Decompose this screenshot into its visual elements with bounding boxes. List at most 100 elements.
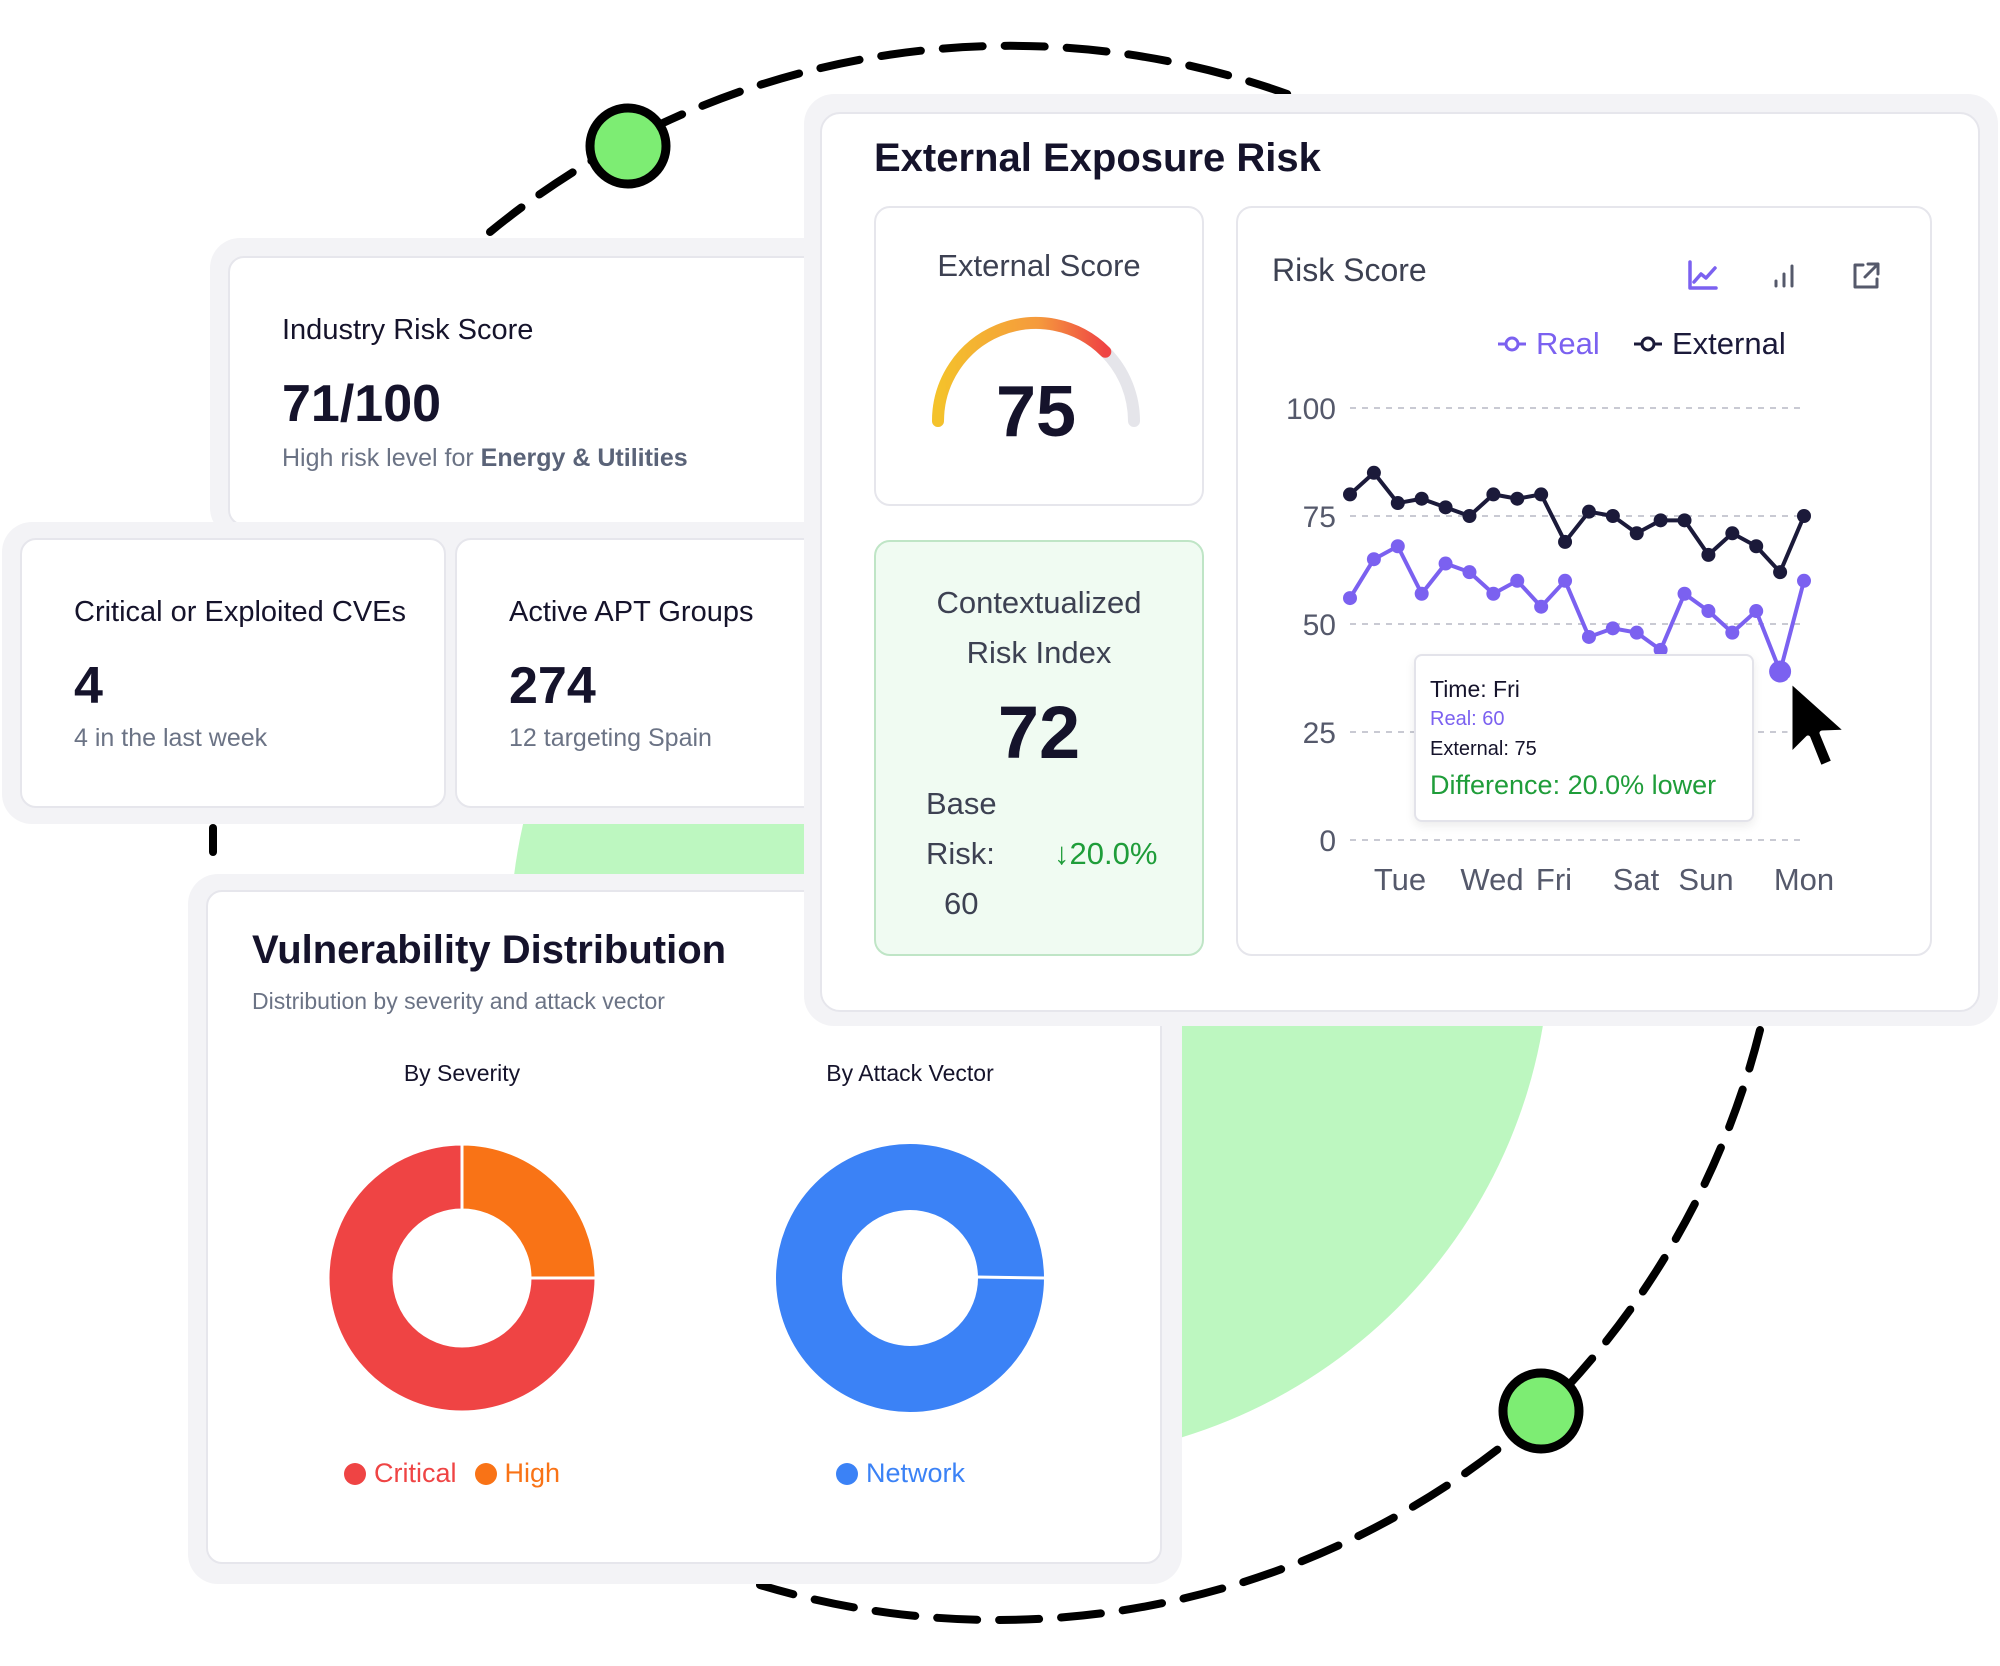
- series-line-real[interactable]: [1348, 544, 1806, 674]
- data-point-real[interactable]: [1769, 660, 1792, 683]
- network-dot-icon: [836, 1462, 858, 1485]
- data-point-external[interactable]: [1773, 565, 1788, 580]
- data-point-external[interactable]: [1725, 526, 1740, 541]
- bar-chart-icon[interactable]: [1764, 256, 1804, 296]
- data-point-external[interactable]: [1797, 509, 1811, 523]
- severity-donut[interactable]: [312, 1128, 612, 1428]
- dashed-orbit-bottom: [756, 1406, 1549, 1624]
- contextualized-risk-card: Contextualized Risk Index 72 Base Risk: …: [874, 540, 1204, 956]
- high-dot-icon: [474, 1462, 497, 1485]
- data-point-external[interactable]: [1558, 534, 1573, 549]
- severity-slice-critical[interactable]: [326, 1142, 598, 1414]
- x-tick-label: Fri: [1536, 862, 1572, 897]
- data-point-real[interactable]: [1343, 591, 1357, 606]
- external-score-label: External Score: [937, 248, 1141, 283]
- risk-score-line-chart[interactable]: Real External 100 75 50 25 0 Tue Wed Fri Sat Sun M…: [1238, 208, 1934, 958]
- industry-risk-value: 71/100: [282, 375, 442, 433]
- severity-slice-high[interactable]: [460, 1142, 598, 1280]
- data-point-real[interactable]: [1725, 625, 1740, 640]
- industry-risk-subtitle: High risk level for Energy & Utilities: [282, 444, 688, 473]
- data-point-external[interactable]: [1366, 465, 1381, 480]
- data-point-external[interactable]: [1581, 504, 1596, 519]
- severity-legend: Critical High: [344, 1458, 560, 1489]
- cri-label-line-1: Contextualized: [936, 585, 1142, 620]
- cri-value: 72: [997, 691, 1081, 774]
- data-point-real[interactable]: [1701, 604, 1716, 619]
- legend-high[interactable]: High: [474, 1458, 560, 1489]
- data-point-external[interactable]: [1414, 491, 1429, 506]
- data-point-external[interactable]: [1438, 500, 1453, 515]
- data-point-external[interactable]: [1462, 509, 1477, 523]
- x-tick-label: Wed: [1460, 862, 1523, 897]
- data-point-real[interactable]: [1629, 625, 1644, 640]
- data-point-external[interactable]: [1390, 496, 1405, 511]
- external-score-gauge: 75: [932, 317, 1140, 452]
- data-point-real[interactable]: [1462, 565, 1477, 580]
- data-point-real[interactable]: [1438, 556, 1453, 571]
- external-link-icon[interactable]: [1846, 256, 1886, 296]
- tooltip-time: Time: Fri: [1430, 676, 1520, 702]
- data-point-real[interactable]: [1534, 599, 1549, 614]
- risk-word: Risk:: [926, 836, 995, 871]
- industry-risk-sub-prefix: High risk level for: [282, 444, 481, 472]
- legend-network[interactable]: Network: [836, 1458, 965, 1489]
- vulnerability-subtitle: Distribution by severity and attack vect…: [252, 988, 665, 1014]
- data-point-real[interactable]: [1797, 573, 1811, 588]
- risk-score-chart-card: Risk Score Real External 100 75 50 25 0 Tue We…: [1236, 206, 1932, 956]
- dashed-orbit-right: [1541, 1026, 1764, 1414]
- legend-marker-icon: [1504, 336, 1520, 352]
- data-point-external[interactable]: [1701, 547, 1716, 562]
- data-point-real[interactable]: [1605, 621, 1620, 636]
- y-tick-label: 0: [1319, 825, 1336, 858]
- data-point-real[interactable]: [1677, 586, 1692, 601]
- data-point-external[interactable]: [1510, 491, 1525, 506]
- data-point-real[interactable]: [1390, 539, 1405, 554]
- data-point-external[interactable]: [1677, 513, 1692, 528]
- data-point-external[interactable]: [1749, 539, 1764, 554]
- x-tick-label: Sun: [1678, 862, 1733, 897]
- data-point-real[interactable]: [1486, 586, 1501, 601]
- legend-critical[interactable]: Critical: [344, 1458, 457, 1489]
- legend-critical-label: Critical: [374, 1458, 457, 1488]
- attack-vector-donut-label: By Attack Vector: [826, 1060, 994, 1086]
- data-point-external[interactable]: [1486, 487, 1501, 502]
- legend-label-real[interactable]: Real: [1536, 326, 1600, 361]
- data-point-external[interactable]: [1653, 513, 1668, 528]
- x-tick-label: Tue: [1374, 862, 1426, 897]
- mouse-pointer-icon: [1787, 677, 1851, 771]
- tooltip-real: Real: 60: [1430, 708, 1505, 730]
- cve-card: Critical or Exploited CVEs 4 4 in the la…: [20, 538, 446, 808]
- data-point-external[interactable]: [1534, 487, 1549, 502]
- chart-series: [1343, 465, 1811, 683]
- data-point-real[interactable]: [1510, 573, 1525, 588]
- data-point-external[interactable]: [1343, 487, 1357, 502]
- series-line-external[interactable]: [1348, 470, 1806, 575]
- cve-subtitle: 4 in the last week: [74, 724, 268, 752]
- data-point-real[interactable]: [1749, 604, 1764, 619]
- attack-vector-donut[interactable]: [760, 1128, 1060, 1428]
- cve-title: Critical or Exploited CVEs: [74, 596, 406, 628]
- chart-legend: Real External: [1498, 326, 1786, 361]
- x-tick-label: Mon: [1774, 862, 1834, 897]
- data-point-external[interactable]: [1605, 509, 1620, 523]
- industry-risk-title: Industry Risk Score: [282, 314, 534, 346]
- external-exposure-card: External Exposure Risk External Score 75…: [820, 112, 1980, 1012]
- external-score-value: 75: [996, 372, 1076, 452]
- data-point-real[interactable]: [1558, 573, 1573, 588]
- attack-vector-legend: Network: [836, 1458, 965, 1489]
- line-chart-icon[interactable]: [1682, 256, 1722, 296]
- data-point-real[interactable]: [1366, 552, 1381, 567]
- data-point-real[interactable]: [1581, 629, 1596, 644]
- risk-score-label: Risk Score: [1272, 252, 1427, 288]
- y-axis-ticks: 100 75 50 25 0: [1286, 393, 1336, 858]
- y-tick-label: 75: [1303, 501, 1336, 534]
- legend-label-external[interactable]: External: [1672, 326, 1786, 361]
- industry-sector: Energy & Utilities: [480, 444, 688, 472]
- apt-title: Active APT Groups: [509, 596, 754, 628]
- critical-dot-icon: [344, 1462, 366, 1485]
- cri-label-line-2: Risk Index: [966, 635, 1112, 670]
- data-point-real[interactable]: [1414, 586, 1429, 601]
- data-point-real[interactable]: [1653, 642, 1668, 657]
- data-point-external[interactable]: [1629, 526, 1644, 541]
- x-tick-label: Sat: [1613, 862, 1660, 897]
